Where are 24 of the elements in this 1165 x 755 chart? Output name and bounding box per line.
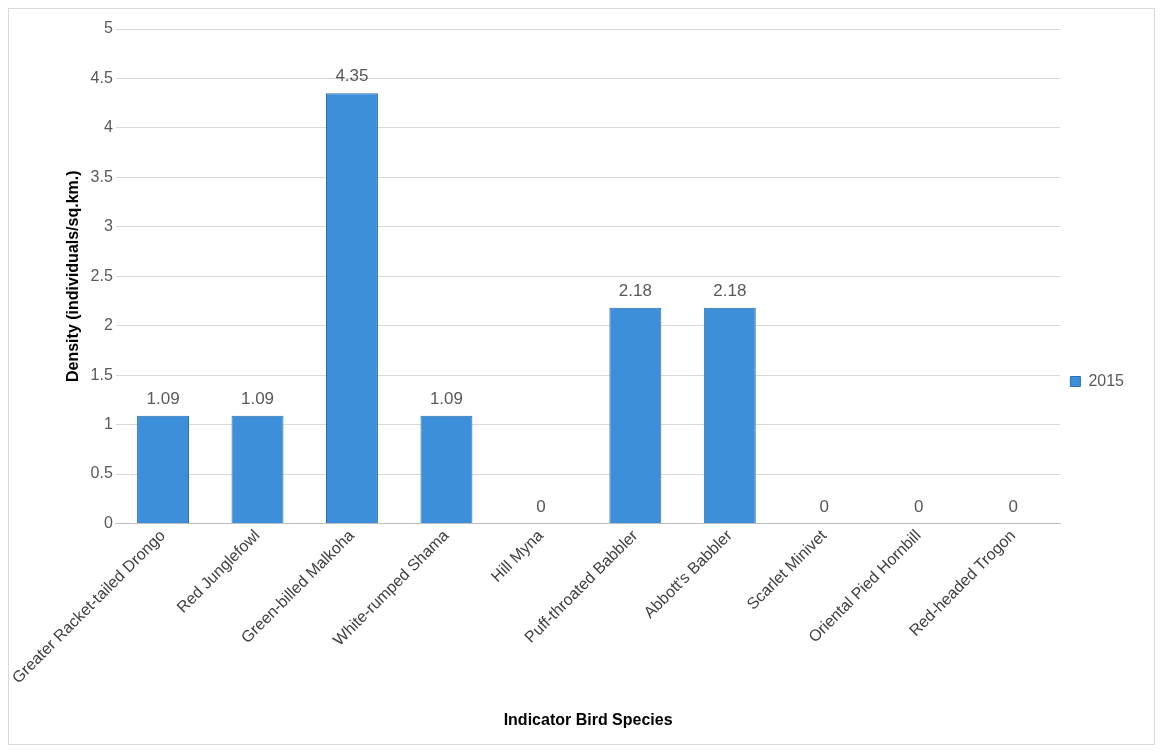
data-label: 0 bbox=[913, 496, 924, 516]
y-tick-label: 5 bbox=[103, 19, 113, 37]
y-tick-label: 1 bbox=[103, 414, 113, 432]
y-axis-title: Density (individuals/sq.km.) bbox=[64, 170, 82, 383]
data-label: 0 bbox=[536, 496, 546, 516]
legend-label: 2015 bbox=[1088, 371, 1125, 389]
data-label: 1.09 bbox=[146, 388, 180, 408]
data-label: 2.18 bbox=[618, 281, 652, 301]
y-tick-label: 0.5 bbox=[90, 464, 113, 482]
y-tick-label: 0 bbox=[103, 513, 113, 531]
y-tick-label: 2 bbox=[103, 316, 113, 334]
data-label: 0 bbox=[819, 496, 829, 516]
x-axis-title: Indicator Bird Species bbox=[503, 710, 673, 728]
y-tick-label: 3 bbox=[103, 217, 113, 235]
y-tick-label: 4 bbox=[103, 118, 113, 136]
y-tick-label: 4.5 bbox=[90, 68, 113, 86]
y-tick-label: 2.5 bbox=[90, 266, 113, 284]
data-label: 2.18 bbox=[713, 281, 747, 301]
y-tick-label: 3.5 bbox=[90, 167, 113, 185]
data-label: 0 bbox=[1008, 496, 1018, 516]
data-label: 1.09 bbox=[429, 388, 463, 408]
y-tick-label: 1.5 bbox=[90, 365, 113, 383]
data-label: 4.35 bbox=[335, 66, 369, 86]
data-label: 1.09 bbox=[240, 388, 275, 408]
